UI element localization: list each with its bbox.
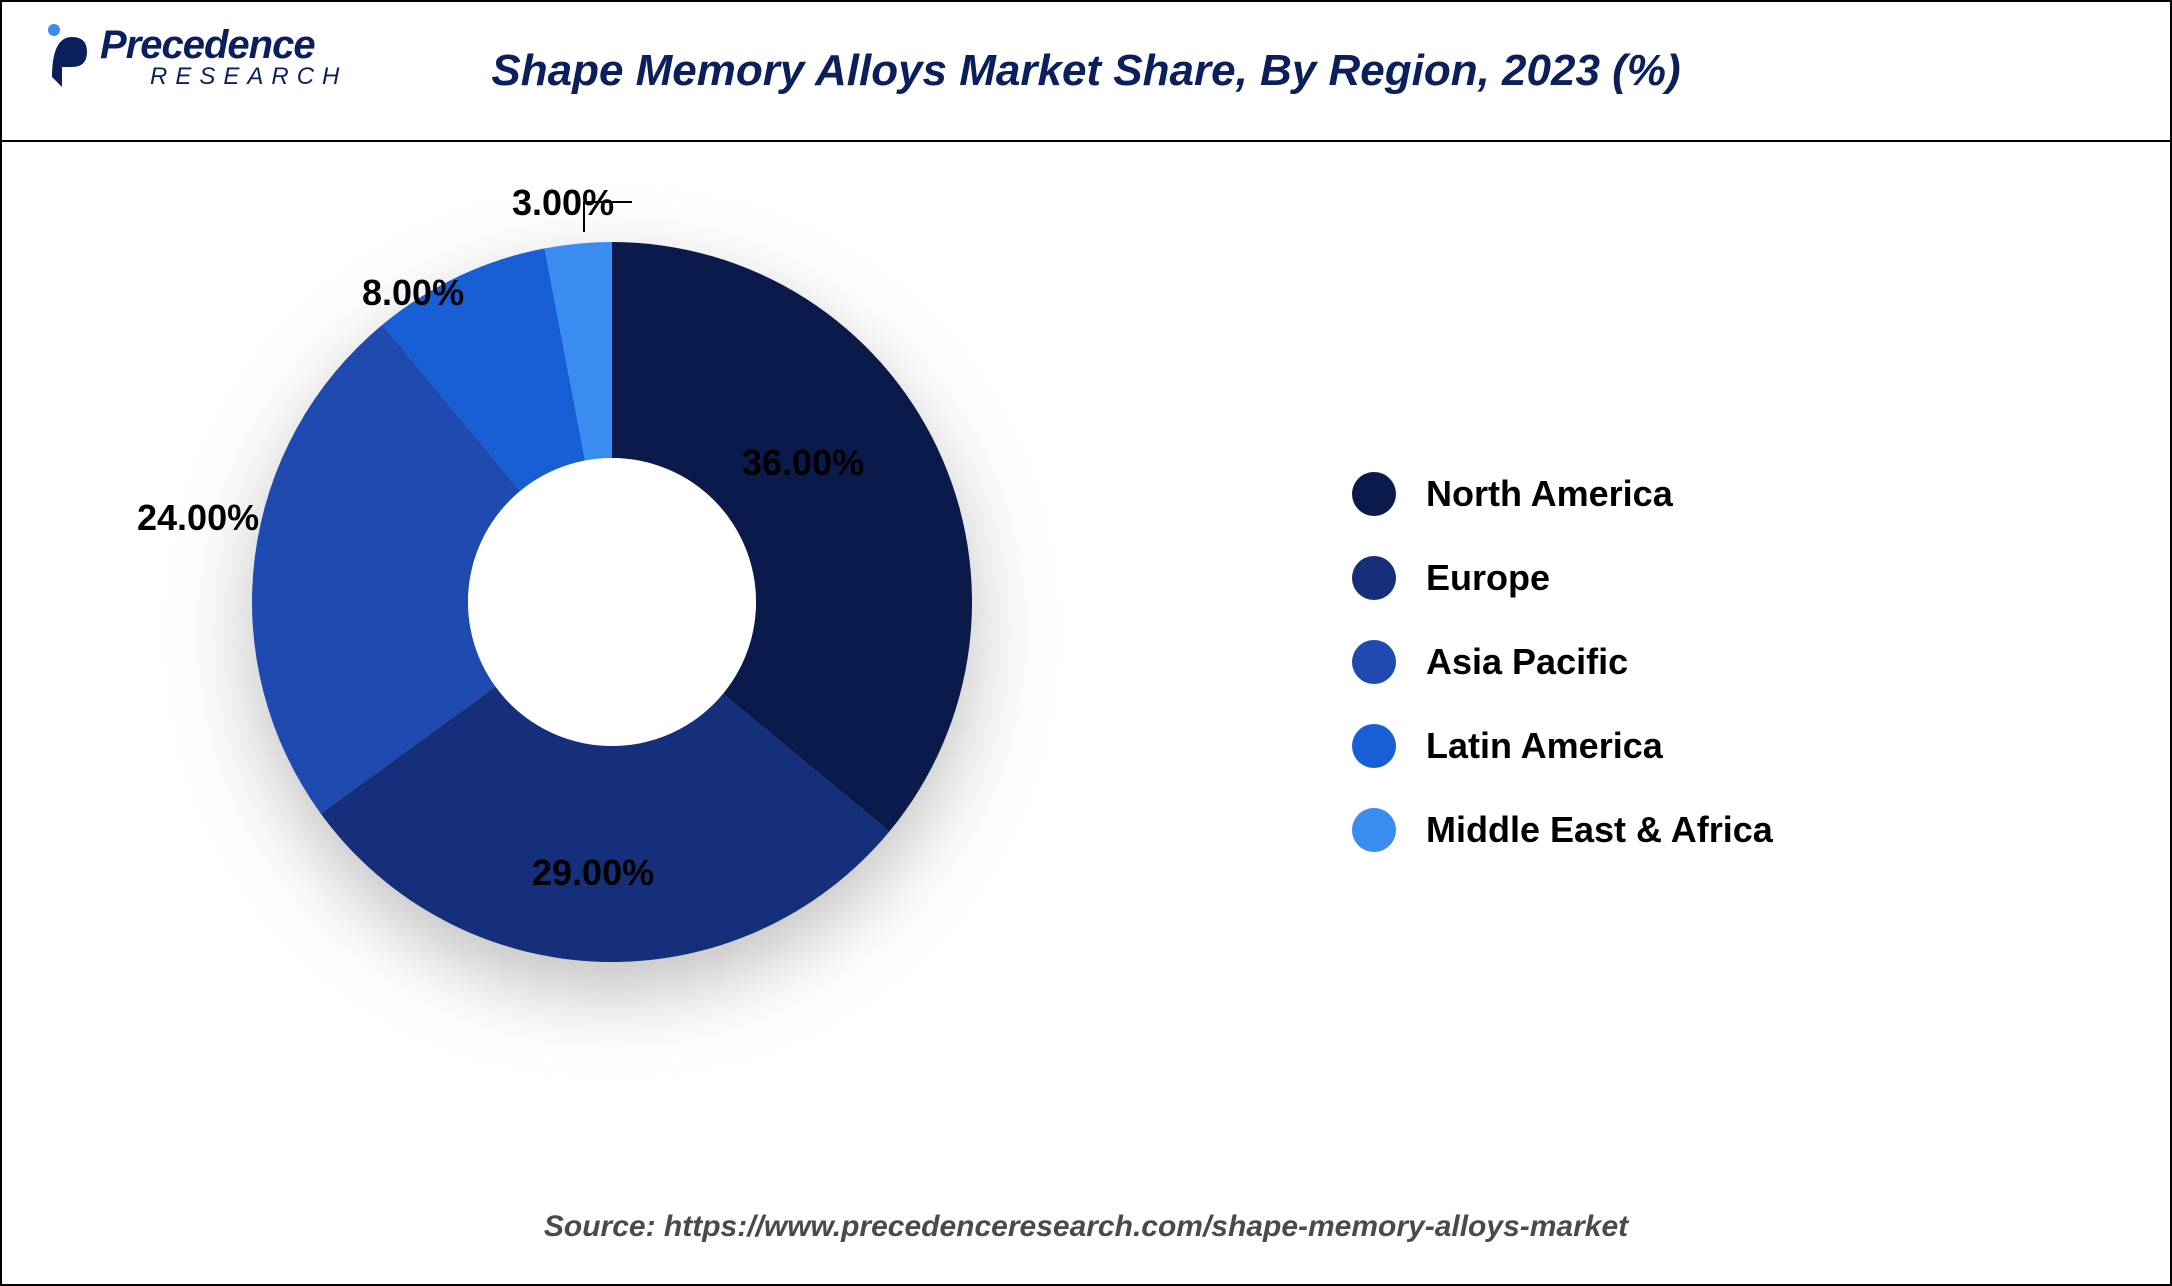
pct-label-eu: 29.00% bbox=[532, 852, 654, 894]
legend-item-0: North America bbox=[1352, 472, 1773, 516]
pct-label-na: 36.00% bbox=[742, 442, 864, 484]
chart-area: 36.00% 29.00% 24.00% 8.00% 3.00% North A… bbox=[2, 142, 2170, 1142]
legend-dot-3 bbox=[1352, 724, 1396, 768]
legend-dot-2 bbox=[1352, 640, 1396, 684]
logo-p: P bbox=[100, 23, 126, 67]
legend-item-1: Europe bbox=[1352, 556, 1773, 600]
logo-text: Precedence RESEARCH bbox=[100, 25, 347, 89]
pct-label-ap: 24.00% bbox=[137, 497, 259, 539]
legend: North America Europe Asia Pacific Latin Ame… bbox=[1352, 472, 1773, 852]
logo-sub: RESEARCH bbox=[150, 65, 347, 89]
legend-item-2: Asia Pacific bbox=[1352, 640, 1773, 684]
legend-label-2: Asia Pacific bbox=[1426, 641, 1628, 683]
header: Precedence RESEARCH Shape Memory Alloys … bbox=[2, 2, 2170, 142]
legend-dot-0 bbox=[1352, 472, 1396, 516]
logo-icon bbox=[42, 22, 92, 92]
chart-title: Shape Memory Alloys Market Share, By Reg… bbox=[32, 46, 2140, 96]
legend-item-3: Latin America bbox=[1352, 724, 1773, 768]
legend-label-4: Middle East & Africa bbox=[1426, 809, 1773, 851]
logo: Precedence RESEARCH bbox=[42, 22, 347, 92]
donut-chart: 36.00% 29.00% 24.00% 8.00% 3.00% bbox=[232, 222, 992, 982]
legend-dot-4 bbox=[1352, 808, 1396, 852]
logo-main: recedence bbox=[126, 23, 315, 67]
legend-item-4: Middle East & Africa bbox=[1352, 808, 1773, 852]
legend-label-3: Latin America bbox=[1426, 725, 1663, 767]
donut-hole bbox=[468, 458, 756, 746]
pct-label-mea: 3.00% bbox=[512, 182, 614, 224]
chart-container: Precedence RESEARCH Shape Memory Alloys … bbox=[0, 0, 2172, 1286]
pct-label-la: 8.00% bbox=[362, 272, 464, 314]
legend-dot-1 bbox=[1352, 556, 1396, 600]
legend-label-0: North America bbox=[1426, 473, 1673, 515]
legend-label-1: Europe bbox=[1426, 557, 1550, 599]
source-text: Source: https://www.precedenceresearch.c… bbox=[2, 1210, 2170, 1244]
